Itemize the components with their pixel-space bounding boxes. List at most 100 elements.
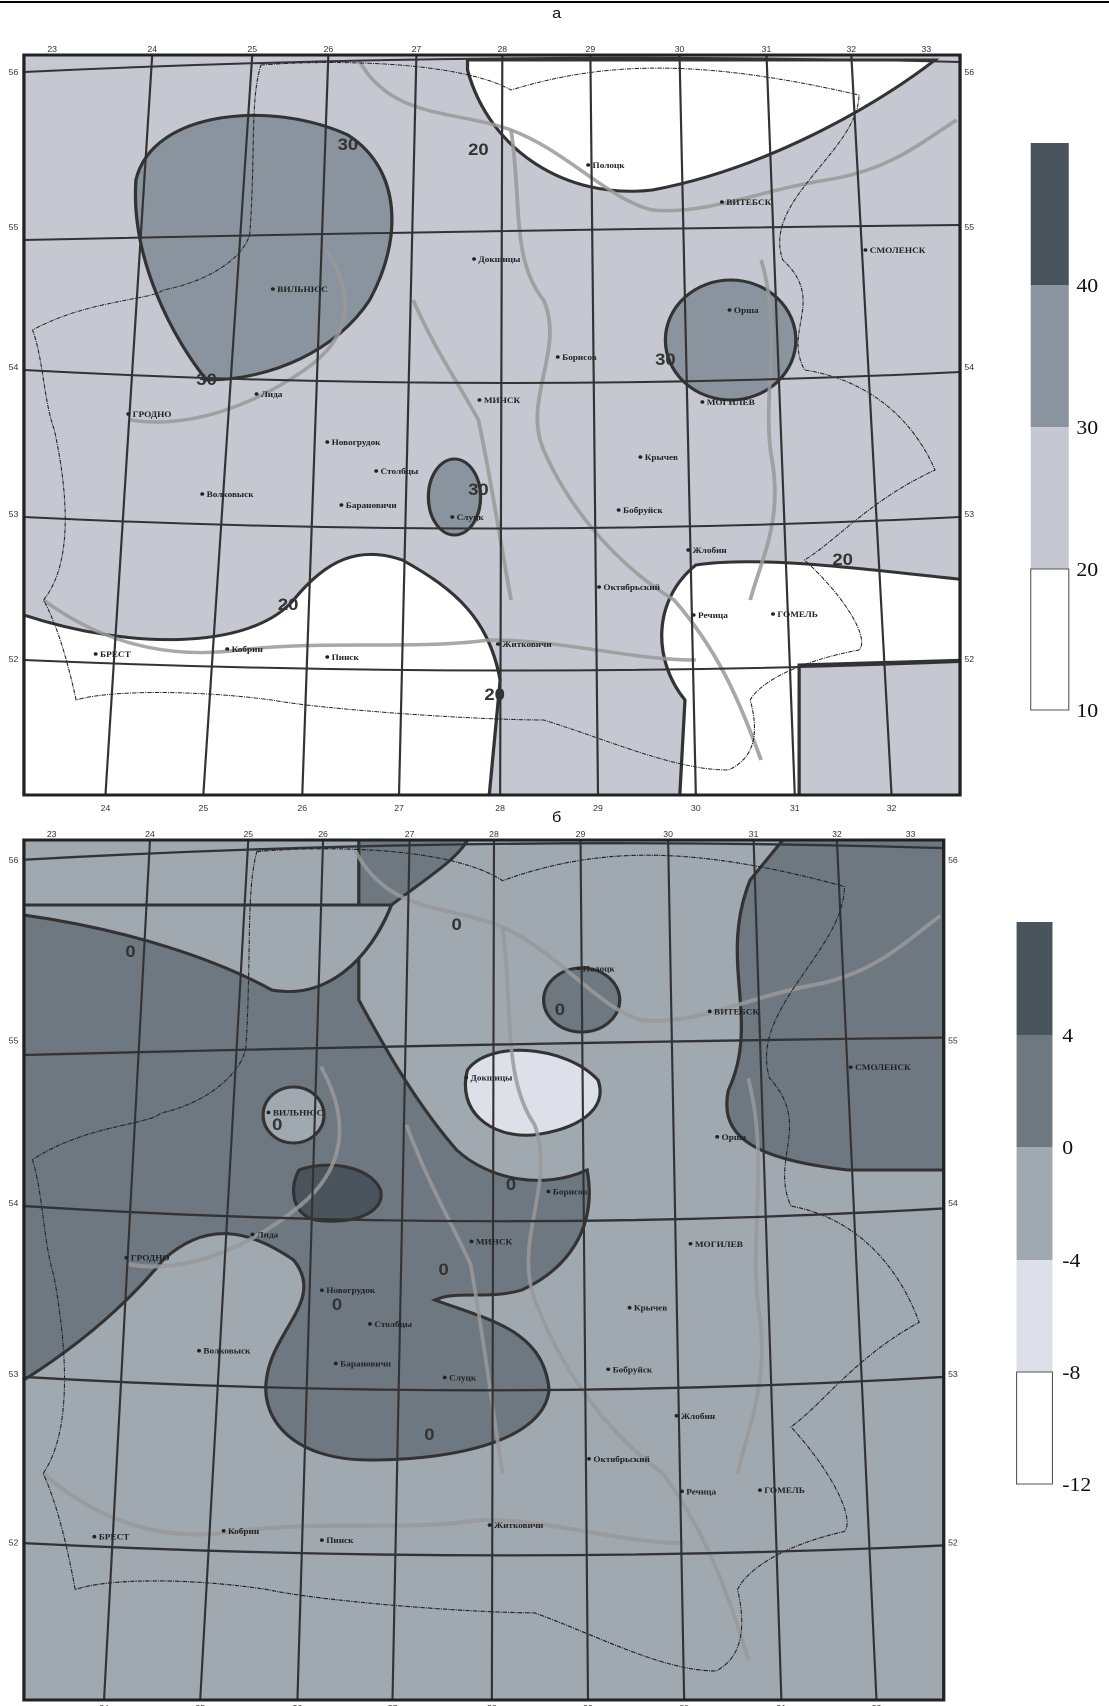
meridian: [835, 840, 878, 1700]
parallel: [23, 1036, 944, 1057]
parallel: [23, 56, 961, 73]
city-dot: [333, 1361, 338, 1366]
meridian: [499, 55, 504, 795]
river: [41, 1471, 685, 1546]
legend-label: -4: [1062, 1249, 1081, 1272]
lon-tick-label: 29: [593, 803, 603, 813]
lat-tick-label: 54: [948, 1198, 958, 1208]
lon-tick-label: 25: [198, 803, 208, 813]
contour-label: 0: [125, 942, 135, 961]
lat-tick-label: 55: [964, 222, 974, 232]
zone-0-4: [725, 840, 944, 1172]
city-label: Бобруйск: [623, 505, 664, 515]
lon-tick-label: 27: [412, 44, 422, 54]
parallel: [23, 369, 961, 385]
lon-tick-label: 24: [99, 1703, 109, 1706]
city-label: Орша: [734, 305, 759, 315]
parallel: [23, 516, 961, 530]
city-dot: [250, 1232, 255, 1237]
city-dot: [487, 1523, 492, 1527]
border: [31, 848, 920, 1672]
lon-tick-label: 30: [675, 44, 685, 54]
lon-tick-label: 25: [195, 1703, 205, 1706]
river: [128, 1065, 342, 1269]
lon-tick-label: 31: [762, 44, 772, 54]
meridian: [765, 55, 796, 795]
city-label: Волковыск: [203, 1346, 251, 1356]
city-label: Слуцк: [457, 512, 485, 522]
contour-label: 30: [338, 135, 359, 154]
zone-minus4-0: [261, 1085, 326, 1145]
city-label: Бобруйск: [613, 1365, 654, 1375]
city-label: Пинск: [332, 652, 360, 662]
city-dot: [270, 287, 275, 291]
city-dot: [221, 1529, 226, 1533]
legend-b: [1016, 922, 1054, 1485]
zone-minus8-minus4: [463, 1048, 602, 1137]
lon-tick-label: 31: [777, 1703, 787, 1706]
lat-tick-label: 56: [964, 67, 974, 77]
contour-label: 0: [272, 1115, 282, 1134]
lon-tick-label: 24: [101, 803, 111, 813]
lon-tick-label: 32: [887, 803, 897, 813]
lon-tick-label: 31: [749, 829, 759, 839]
lon-tick-label: 26: [324, 44, 334, 54]
meridian: [301, 55, 330, 795]
city-dot: [368, 1322, 372, 1326]
river: [351, 844, 942, 1023]
panel-b-zones: [23, 840, 944, 1700]
city-dot: [691, 613, 696, 617]
lat-tick-label: 54: [9, 1198, 19, 1208]
city-dot: [597, 585, 602, 589]
city-dot: [200, 492, 205, 496]
city-dot: [472, 257, 477, 261]
contour-label: 0: [555, 1000, 565, 1019]
city-label: Житковичи: [494, 1520, 543, 1530]
legend-swatch: [1016, 1260, 1053, 1372]
city-label: Жлобин: [681, 1411, 715, 1421]
lon-tick-label: 24: [147, 44, 157, 54]
panel-label: б: [552, 810, 561, 826]
city-label: Лида: [261, 389, 283, 399]
city-label: Лида: [257, 1230, 279, 1240]
city-dot: [555, 355, 560, 359]
city-label: ГРОДНО: [133, 409, 172, 419]
city-dot: [848, 1065, 853, 1069]
lat-tick-label: 56: [9, 856, 19, 866]
lat-tick-label: 52: [948, 1538, 958, 1548]
city-label: Крычев: [645, 452, 679, 462]
lon-tick-label: 33: [906, 829, 916, 839]
city-label: МИНСК: [484, 395, 521, 405]
lon-tick-label: 27: [388, 1703, 398, 1706]
lon-tick-label: 28: [489, 829, 499, 839]
lat-tick-label: 53: [9, 1369, 19, 1379]
lat-tick-label: 56: [948, 856, 958, 866]
city-label: Борисов: [553, 1187, 588, 1197]
zone-30-40: [426, 457, 483, 537]
legend-swatch: [1030, 143, 1069, 285]
city-dot: [679, 1489, 684, 1494]
legend-swatch: [1016, 1147, 1053, 1260]
legend-label: 0: [1062, 1136, 1073, 1159]
meridian: [102, 840, 152, 1700]
lon-tick-label: 30: [691, 803, 701, 813]
city-label: Докшицы: [478, 254, 520, 264]
lat-tick-label: 55: [9, 1036, 19, 1046]
lon-tick-label: 25: [247, 44, 257, 54]
meridian: [199, 840, 250, 1700]
city-dot: [606, 1367, 611, 1372]
zone-30-40: [663, 278, 798, 402]
legend-label: 20: [1076, 558, 1098, 581]
city-dot: [464, 1075, 469, 1080]
city-label: ВИЛЬНЮС: [277, 284, 328, 294]
city-label: Столбцы: [374, 1319, 412, 1329]
river: [509, 129, 763, 761]
lon-tick-label: 28: [497, 44, 507, 54]
city-dot: [863, 248, 868, 252]
city-dot: [325, 440, 330, 444]
meridian: [296, 840, 325, 1700]
meridian: [490, 840, 496, 1700]
city-label: СМОЛЕНСК: [870, 245, 926, 255]
city-dot: [771, 612, 775, 616]
lon-tick-label: 30: [663, 829, 673, 839]
